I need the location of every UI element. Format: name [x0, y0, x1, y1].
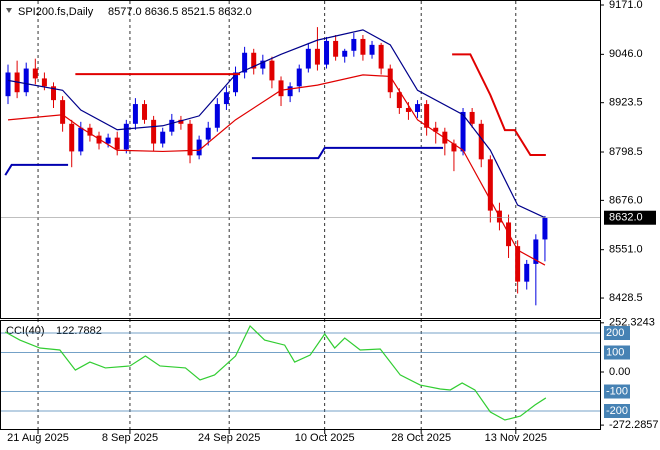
- candle-body: [160, 131, 166, 144]
- candle-body: [196, 139, 202, 156]
- candle-body: [305, 48, 311, 69]
- y-tick-label: 8676.0: [609, 194, 643, 206]
- candle-body: [260, 60, 266, 69]
- candle-body: [242, 52, 248, 73]
- candle-body: [214, 104, 220, 128]
- y-tick-label: -272.2857: [609, 419, 659, 431]
- cci-title: CCI(40): [6, 325, 45, 337]
- y-tick-label: 9046.0: [609, 48, 643, 60]
- current-price-label: 8632.0: [609, 212, 643, 224]
- candle-body: [23, 68, 29, 93]
- candle-body: [333, 40, 339, 57]
- series-line: [4, 163, 69, 176]
- candle-body: [87, 127, 93, 136]
- candle-body: [151, 119, 157, 144]
- candle-body: [278, 80, 284, 97]
- x-tick-label: 24 Sep 2025: [198, 432, 260, 444]
- x-tick-label: 10 Oct 2025: [295, 432, 355, 444]
- candle-body: [515, 246, 521, 282]
- cci-value: 122.7882: [56, 325, 102, 337]
- level-label: 100: [606, 346, 624, 358]
- current-price-box: [604, 210, 656, 225]
- candle-body: [233, 72, 239, 93]
- x-tick-label: 21 Aug 2025: [7, 432, 69, 444]
- candle-body: [415, 104, 421, 112]
- level-label-box: [604, 345, 630, 360]
- y-tick-label: 8551.0: [609, 244, 643, 256]
- y-tick-label: 8428.5: [609, 292, 643, 304]
- level-label-box: [604, 326, 630, 341]
- chart-title: SPI200.fs,Daily: [18, 6, 94, 18]
- candle-body: [378, 44, 384, 69]
- level-label-box: [604, 384, 630, 399]
- candle-body: [324, 40, 330, 65]
- y-tick-label: 252.3243: [609, 317, 655, 329]
- candle-body: [223, 92, 229, 105]
- y-tick-label: 8923.5: [609, 97, 643, 109]
- candle-body: [51, 86, 57, 101]
- candle-body: [387, 68, 393, 93]
- candle-body: [524, 263, 530, 282]
- candle-body: [451, 143, 457, 152]
- candle-body: [187, 123, 193, 156]
- candle-body: [142, 104, 148, 120]
- candle-body: [287, 86, 293, 97]
- chart-subtitle: 8577.0 8636.5 8521.5 8632.0: [108, 6, 252, 18]
- candle-body: [396, 92, 402, 109]
- series-line: [251, 146, 444, 160]
- series-line: [7, 74, 546, 266]
- candle-body: [205, 127, 211, 140]
- candle-body: [478, 123, 484, 160]
- candle-body: [487, 159, 493, 211]
- candle-body: [433, 127, 439, 132]
- y-tick-label: 0.00: [609, 366, 630, 378]
- y-tick-label: 8798.5: [609, 146, 643, 158]
- candle-body: [533, 239, 539, 264]
- candle-body: [360, 38, 366, 55]
- collapse-icon: [6, 8, 12, 13]
- candle-body: [405, 108, 411, 112]
- level-label: 200: [606, 327, 624, 339]
- series-line: [7, 29, 546, 219]
- candle-body: [351, 38, 357, 51]
- candle-body: [469, 111, 475, 124]
- y-tick-label: 9171.0: [609, 0, 643, 11]
- candle-body: [69, 123, 75, 152]
- candle-body: [296, 68, 302, 87]
- candle-body: [269, 60, 275, 81]
- candle-body: [314, 48, 320, 65]
- level-label-box: [604, 404, 630, 419]
- candle-body: [105, 137, 111, 144]
- series-line: [4, 324, 547, 421]
- candle-body: [178, 119, 184, 124]
- candle-body: [60, 100, 66, 124]
- candle-body: [114, 137, 120, 150]
- candle-body: [542, 217, 548, 240]
- series-line: [452, 53, 546, 156]
- candle-body: [342, 50, 348, 57]
- candle-body: [132, 104, 138, 124]
- level-label: -100: [606, 385, 628, 397]
- candle-body: [424, 104, 430, 128]
- candle-body: [32, 68, 38, 79]
- candle-body: [369, 44, 375, 55]
- cci-panel-frame: [0, 320, 601, 430]
- candle-body: [5, 72, 11, 97]
- x-tick-label: 13 Nov 2025: [485, 432, 547, 444]
- level-label: -200: [606, 405, 628, 417]
- candle-body: [123, 123, 129, 150]
- price-panel-frame: [0, 0, 601, 319]
- x-tick-label: 28 Oct 2025: [391, 432, 451, 444]
- candle-body: [41, 78, 47, 87]
- candle-body: [169, 119, 175, 132]
- x-tick-label: 8 Sep 2025: [102, 432, 158, 444]
- candle-body: [78, 127, 84, 152]
- candle-body: [251, 52, 257, 69]
- candle-body: [460, 111, 466, 152]
